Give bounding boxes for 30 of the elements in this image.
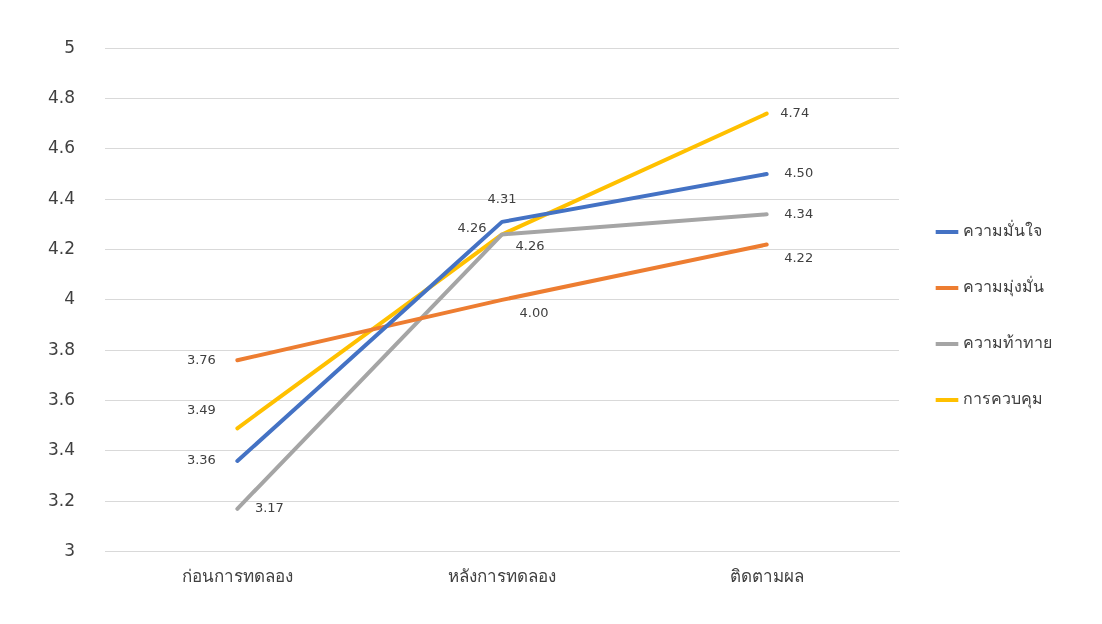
y-tick-label: 4.4 (47, 187, 76, 208)
data-label: 3.36 (186, 452, 216, 468)
x-tick-label: ติดตามผล (729, 566, 804, 587)
y-tick-label: 4.8 (47, 86, 76, 107)
y-tick-label: 5 (64, 36, 76, 57)
y-tick-label: 4.2 (47, 237, 76, 258)
x-tick-label: ก่อนการทดลอง (181, 566, 293, 587)
data-label: 3.49 (186, 401, 216, 417)
y-tick-label: 3.6 (47, 389, 76, 409)
y-tick-label: 3.2 (47, 489, 76, 510)
data-label: 4.34 (784, 205, 814, 221)
data-label: 4.26 (515, 237, 545, 253)
y-tick-label: 3 (64, 540, 76, 561)
legend-label: ความมั่นใจ (963, 219, 1042, 241)
y-tick-label: 4 (64, 288, 76, 309)
legend-label: ความมุ่งมั่น (963, 275, 1044, 298)
data-label: 3.17 (254, 500, 284, 516)
y-tick-label: 3.4 (47, 439, 76, 460)
data-label: 4.22 (784, 249, 814, 265)
x-tick-label: หลังการทดลอง (448, 566, 557, 587)
data-label: 3.76 (186, 351, 216, 367)
data-label: 4.00 (519, 305, 549, 321)
data-label: 4.26 (457, 219, 487, 235)
y-tick-label: 4.6 (47, 137, 76, 158)
data-label: 4.50 (784, 165, 814, 181)
data-label: 4.31 (487, 191, 517, 207)
legend-label: การควบคุม (963, 389, 1043, 410)
legend-label: ความท้าทาย (963, 333, 1052, 353)
data-label: 4.74 (780, 105, 810, 121)
y-tick-label: 3.8 (47, 338, 76, 359)
